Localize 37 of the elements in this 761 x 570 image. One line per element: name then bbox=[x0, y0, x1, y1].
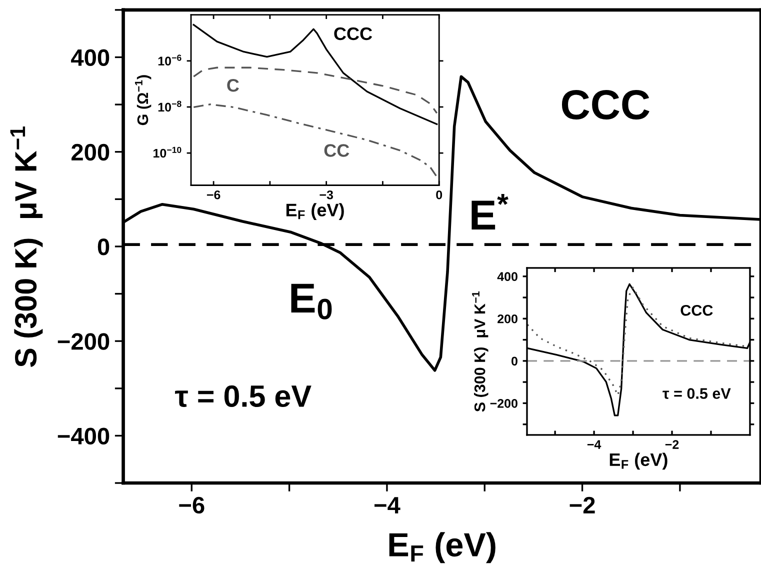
x-tick-label: −4 bbox=[587, 440, 602, 449]
x-tick-label: −2 bbox=[570, 496, 595, 514]
x-axis-title: E$_{F}$ (eV) bbox=[286, 203, 344, 220]
y-tick-label: 400 bbox=[497, 272, 518, 282]
annotation: E$_{0}$ bbox=[291, 284, 332, 320]
y-axis-title: S (300 K) μV K$^{−1}$ bbox=[472, 291, 488, 412]
y-tick-label: 200 bbox=[72, 144, 110, 161]
line-series bbox=[192, 104, 438, 178]
x-tick-label: 0 bbox=[436, 190, 442, 200]
line-series bbox=[192, 66, 438, 114]
x-tick-label: −3 bbox=[320, 190, 334, 200]
y-tick-label: −200 bbox=[58, 333, 110, 350]
y-tick-label: −400 bbox=[58, 428, 110, 444]
y-tick-label: 400 bbox=[71, 49, 110, 66]
series-label: CC bbox=[324, 144, 350, 157]
annotation: τ = 0.5 eV bbox=[662, 388, 731, 399]
y-tick-label: −200 bbox=[490, 399, 518, 408]
legend-label: CCC bbox=[334, 27, 372, 40]
x-tick-label: −2 bbox=[665, 440, 679, 449]
y-tick-label: 0 bbox=[98, 238, 110, 256]
y-tick-label: 200 bbox=[498, 314, 518, 324]
y-tick-label: 10$^{−8}$ bbox=[158, 100, 182, 112]
annotation: E$^{*}$ bbox=[472, 194, 508, 230]
x-tick-label: −4 bbox=[374, 497, 400, 514]
y-tick-label: 10$^{−6}$ bbox=[158, 54, 182, 66]
y-tick-label: 10$^{−10}$ bbox=[154, 146, 182, 158]
annotation: CCC bbox=[680, 304, 713, 316]
x-axis-title: E$_{F}$ (eV) bbox=[389, 532, 496, 564]
y-axis-title: G (Ω$^{−1}$) bbox=[134, 75, 152, 126]
y-axis-title: S (300 K) μV K$^{−1}$ bbox=[10, 126, 43, 368]
x-axis-title: E$_{F}$ (eV) bbox=[610, 452, 668, 470]
x-tick-label: −6 bbox=[206, 190, 220, 200]
y-tick-label: 0 bbox=[512, 356, 518, 366]
x-tick-label: −6 bbox=[179, 496, 204, 514]
series-label: C bbox=[227, 78, 239, 92]
annotation: CCC bbox=[562, 90, 650, 120]
annotation: τ = 0.5 eV bbox=[175, 385, 312, 408]
